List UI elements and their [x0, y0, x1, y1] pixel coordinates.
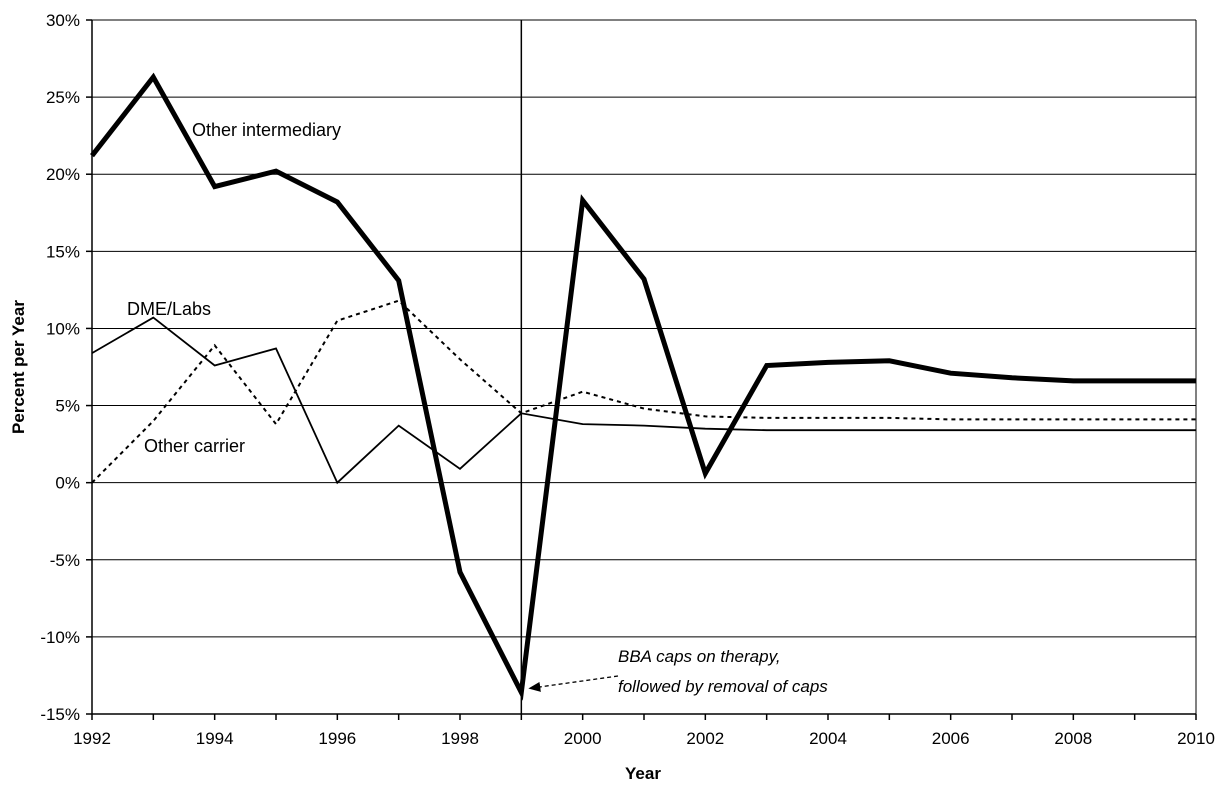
x-tick-label: 1998	[441, 729, 479, 748]
x-tick-label: 2000	[564, 729, 602, 748]
gridlines	[92, 19, 1196, 638]
x-tick-label: 2004	[809, 729, 847, 748]
labels: Year Percent per Year Other intermediary…	[9, 120, 828, 783]
x-tick-label: 1994	[196, 729, 234, 748]
x-tick-label: 1992	[73, 729, 111, 748]
x-tick-label: 2002	[686, 729, 724, 748]
x-tick-label: 1996	[318, 729, 356, 748]
x-tick-label: 2008	[1054, 729, 1092, 748]
x-tick-label: 2010	[1177, 729, 1215, 748]
y-tick-label: 5%	[55, 397, 80, 416]
y-tick-label: -5%	[50, 551, 80, 570]
series-line-other-intermediary	[90, 72, 1196, 701]
y-tick-label: -15%	[40, 705, 80, 724]
series-line-dme-labs	[91, 316, 1196, 485]
y-tick-label: 30%	[46, 11, 80, 30]
y-tick-label: 15%	[46, 242, 80, 261]
series-label-dme-labs: DME/Labs	[127, 299, 211, 319]
annotation-line-2: followed by removal of caps	[618, 677, 828, 696]
y-tick-label: 20%	[46, 165, 80, 184]
y-tick-label: 0%	[55, 474, 80, 493]
series-lines	[90, 72, 1196, 701]
y-axis-title: Percent per Year	[9, 300, 28, 434]
y-tick-label: 10%	[46, 319, 80, 338]
axes: -15% -10% -5% 0% 5% 10% 15% 20% 25% 30% 1992 1994 19…	[40, 11, 1215, 748]
y-tick-label: 25%	[46, 88, 80, 107]
x-axis-title: Year	[625, 764, 661, 783]
annotation-line-1: BBA caps on therapy,	[618, 647, 781, 666]
y-tick-label: -10%	[40, 628, 80, 647]
annotation-arrow	[528, 675, 619, 692]
series-label-other-carrier: Other carrier	[144, 436, 245, 456]
x-tick-label: 2006	[932, 729, 970, 748]
series-label-other-intermediary: Other intermediary	[192, 120, 341, 140]
